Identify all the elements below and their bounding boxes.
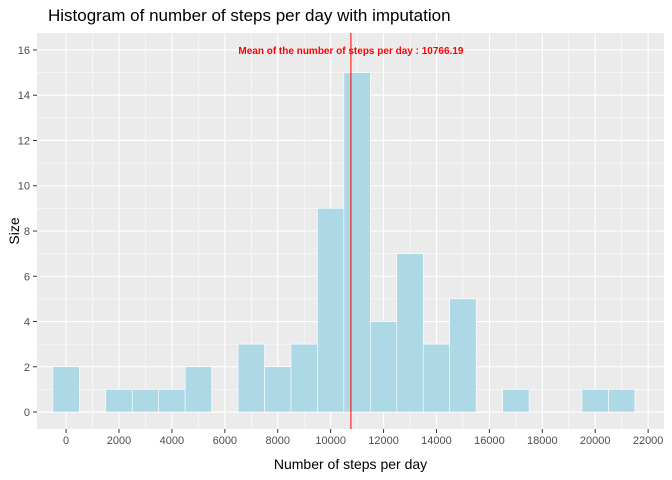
y-axis: 0 2 4 6 8 10 12 14 16 — [18, 45, 37, 419]
x-tick-label: 14000 — [421, 435, 452, 447]
y-tick-label: 0 — [24, 407, 30, 419]
y-tick-label: 12 — [18, 135, 30, 147]
x-tick-label: 0 — [63, 435, 69, 447]
histogram-bar — [237, 343, 265, 413]
x-axis: 0 2000 4000 6000 8000 10000 12000 14000 16000 180… — [63, 429, 663, 447]
x-tick-label: 6000 — [213, 435, 237, 447]
histogram-bar — [105, 389, 133, 413]
x-tick-label: 12000 — [368, 435, 399, 447]
histogram-bar — [264, 366, 292, 413]
x-tick-label: 20000 — [580, 435, 611, 447]
x-tick-label: 2000 — [107, 435, 131, 447]
histogram-bar — [343, 72, 371, 413]
y-tick-label: 2 — [24, 362, 30, 374]
histogram-bar — [131, 389, 159, 413]
x-tick-label: 10000 — [315, 435, 346, 447]
x-axis-title: Number of steps per day — [274, 456, 427, 472]
histogram-bar — [608, 389, 636, 413]
histogram-bar — [581, 389, 609, 413]
x-tick-label: 22000 — [633, 435, 664, 447]
histogram-bar — [396, 253, 424, 413]
histogram-bar — [158, 389, 186, 413]
mean-annotation: Mean of the number of steps per day : 10… — [238, 46, 464, 57]
y-tick-label: 4 — [24, 317, 30, 329]
x-tick-label: 16000 — [474, 435, 505, 447]
histogram-bar — [52, 366, 80, 413]
histogram-bar — [317, 208, 345, 413]
y-tick-label: 6 — [24, 271, 30, 283]
y-axis-title: Size — [6, 217, 22, 244]
x-tick-label: 8000 — [266, 435, 290, 447]
histogram-bars — [52, 72, 636, 413]
y-tick-label: 16 — [18, 45, 30, 57]
histogram-bar — [422, 343, 451, 413]
y-tick-label: 10 — [18, 181, 30, 193]
chart-title: Histogram of number of steps per day wit… — [48, 6, 451, 25]
y-tick-label: 8 — [24, 226, 30, 238]
histogram-bar — [502, 389, 530, 413]
histogram-bar — [370, 321, 398, 413]
y-tick-label: 14 — [18, 90, 30, 102]
x-tick-label: 4000 — [160, 435, 184, 447]
histogram-bar — [449, 298, 477, 413]
histogram-bar — [290, 343, 318, 413]
x-tick-label: 18000 — [527, 435, 558, 447]
histogram-bar — [184, 366, 212, 413]
